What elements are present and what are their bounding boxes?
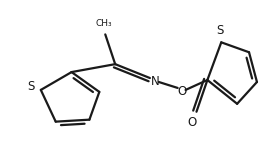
Text: S: S [27,81,35,93]
Text: O: O [187,116,196,129]
Text: CH₃: CH₃ [96,19,112,28]
Text: S: S [216,24,224,37]
Text: O: O [177,85,186,98]
Text: N: N [150,75,159,88]
